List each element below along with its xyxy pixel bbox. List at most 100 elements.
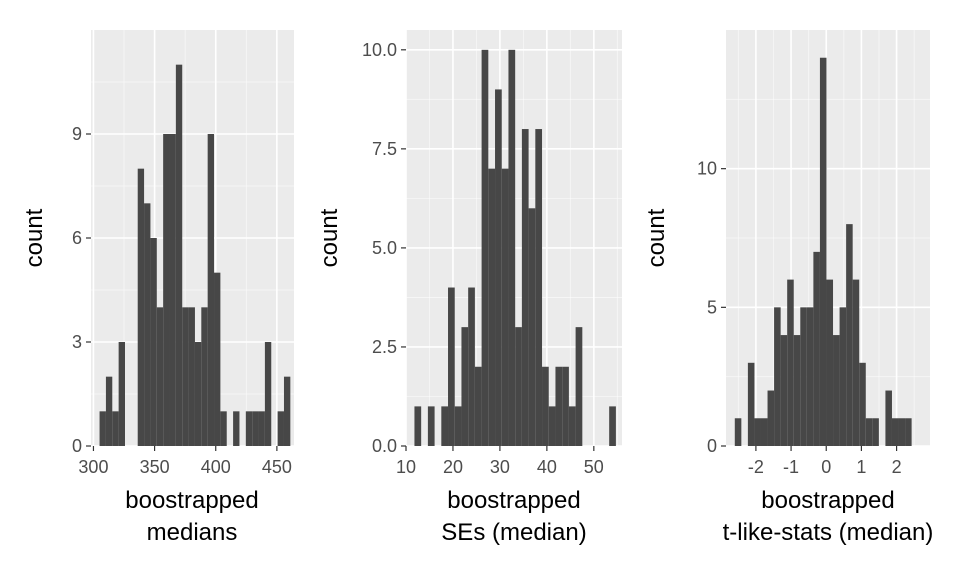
histogram-bar [734, 418, 742, 446]
y-axis-title: count [643, 208, 670, 267]
histogram-bar [461, 327, 469, 446]
histogram-bar [264, 342, 272, 446]
x-tick-label: 2 [892, 457, 902, 477]
histogram-bar [175, 64, 183, 447]
histogram-bar [872, 418, 879, 446]
histogram-bar [555, 366, 563, 446]
histogram-bar [548, 406, 556, 446]
histogram-bar [245, 411, 253, 446]
histogram-bar [826, 279, 834, 446]
histogram-bar [793, 335, 801, 446]
y-axis-title: count [21, 208, 48, 267]
histogram-bar [813, 251, 820, 446]
y-tick-label: 6 [72, 228, 82, 248]
x-tick-label: 10 [396, 457, 416, 477]
histogram-bar [528, 208, 536, 446]
y-axis-title: count [316, 208, 343, 267]
x-tick-label: -1 [783, 457, 799, 477]
histogram-bar [562, 366, 569, 446]
histogram-bar [441, 406, 449, 446]
histogram-bar [474, 366, 482, 446]
x-tick-label: 0 [821, 457, 831, 477]
histogram-bar [220, 411, 227, 446]
histogram-bar [468, 287, 475, 446]
x-axis-title: t-like-stats (median) [723, 519, 934, 546]
y-tick-label: 9 [72, 124, 82, 144]
histogram-bar [207, 134, 215, 446]
histogram-bar [188, 307, 195, 446]
panel-3: 0 5 10 -2 -1 0 1 2 boostrapped t-like-stats (medi… [643, 30, 933, 546]
histogram-bar [258, 411, 265, 446]
x-tick-label: 1 [856, 457, 866, 477]
histogram-bar [859, 362, 866, 446]
histogram-bar [169, 134, 176, 446]
histogram-bar [885, 390, 892, 446]
histogram-bar [839, 307, 847, 446]
histogram-bar [144, 203, 151, 446]
histogram-bar [508, 49, 516, 447]
histogram-bar [448, 287, 455, 446]
x-axis-title: medians [147, 519, 238, 546]
histogram-bar [891, 418, 899, 446]
histogram-bar [542, 366, 549, 446]
y-tick-label: 2.5 [372, 337, 397, 357]
histogram-bar [105, 376, 113, 446]
histogram-bar [800, 307, 807, 446]
histogram-bar [905, 418, 912, 446]
x-axis-title: boostrapped [761, 487, 894, 514]
x-tick-label: 40 [537, 457, 557, 477]
histogram-bar [575, 327, 583, 446]
histogram-bar [852, 279, 860, 446]
x-tick-label: 50 [584, 457, 604, 477]
histogram-bar [568, 406, 576, 446]
y-tick-label: 5 [707, 297, 717, 317]
y-tick-label: 5.0 [372, 238, 397, 258]
y-tick-label: 0 [72, 436, 82, 456]
histogram-bar [806, 307, 814, 446]
y-tick-label: 3 [72, 332, 82, 352]
x-tick-label: 350 [140, 457, 170, 477]
histogram-bar [774, 307, 781, 446]
histogram-bar [163, 134, 170, 446]
histogram-bar [233, 411, 240, 446]
x-tick-label: 30 [490, 457, 510, 477]
histogram-bar [754, 418, 761, 446]
histogram-bar [252, 411, 259, 446]
histogram-bar [760, 418, 768, 446]
y-tick-label: 7.5 [372, 139, 397, 159]
x-axis-title: boostrapped [125, 487, 258, 514]
x-tick-label: 450 [262, 457, 292, 477]
y-tick-label: 0.0 [372, 436, 397, 456]
histogram-bar [521, 129, 529, 447]
histogram-bar [137, 168, 145, 446]
histogram-bar [495, 89, 502, 446]
histogram-bar [201, 307, 208, 446]
x-axis-title: boostrapped [447, 487, 580, 514]
y-tick-label: 10.0 [362, 40, 397, 60]
histogram-bar [535, 129, 543, 447]
histogram-bar [833, 335, 840, 446]
histogram-bar [427, 406, 435, 446]
histogram-bar [118, 342, 125, 446]
histogram-bar [787, 279, 794, 446]
x-tick-label: -2 [748, 457, 764, 477]
histogram-bar [747, 362, 755, 446]
histogram-bar [609, 406, 616, 446]
histogram-bar [150, 238, 157, 446]
histogram-bar [515, 327, 522, 446]
histogram-bar [898, 418, 906, 446]
histogram-bar [283, 376, 291, 446]
histogram-bar [112, 411, 119, 446]
histogram-bar [501, 168, 509, 446]
histogram-bar [99, 411, 106, 446]
histogram-bar [846, 224, 853, 446]
y-tick-label: 10 [697, 159, 717, 179]
histogram-bar [214, 272, 221, 446]
x-axis-title: SEs (median) [441, 519, 586, 546]
x-tick-label: 400 [201, 457, 231, 477]
x-tick-label: 20 [443, 457, 463, 477]
histogram-bar [481, 49, 489, 447]
